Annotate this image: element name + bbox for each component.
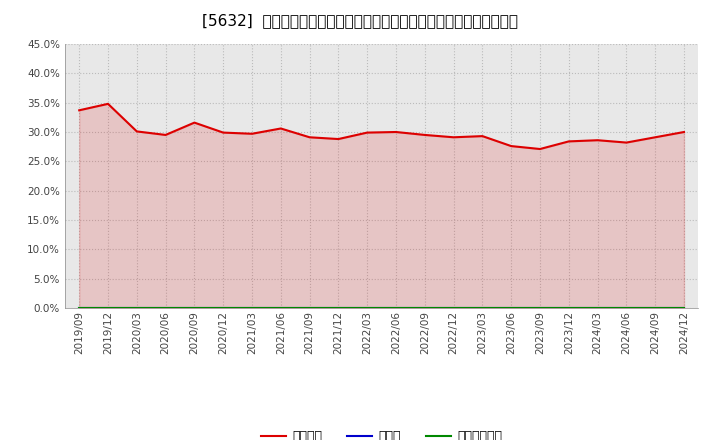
- のれん: [161, 305, 170, 311]
- のれん: [132, 305, 141, 311]
- 繰延税金資産: [536, 305, 544, 311]
- 自己資本: [276, 126, 285, 131]
- 繰延税金資産: [680, 305, 688, 311]
- のれん: [305, 305, 314, 311]
- 自己資本: [334, 136, 343, 142]
- 繰延税金資産: [363, 305, 372, 311]
- 自己資本: [363, 130, 372, 135]
- 自己資本: [219, 130, 228, 135]
- のれん: [593, 305, 602, 311]
- のれん: [536, 305, 544, 311]
- 自己資本: [190, 120, 199, 125]
- 自己資本: [680, 129, 688, 135]
- 繰延税金資産: [651, 305, 660, 311]
- のれん: [680, 305, 688, 311]
- 繰延税金資産: [190, 305, 199, 311]
- のれん: [651, 305, 660, 311]
- のれん: [190, 305, 199, 311]
- 自己資本: [651, 135, 660, 140]
- のれん: [363, 305, 372, 311]
- 自己資本: [248, 131, 256, 136]
- のれん: [219, 305, 228, 311]
- のれん: [564, 305, 573, 311]
- 自己資本: [564, 139, 573, 144]
- のれん: [622, 305, 631, 311]
- のれん: [248, 305, 256, 311]
- 繰延税金資産: [248, 305, 256, 311]
- 自己資本: [132, 129, 141, 134]
- 自己資本: [161, 132, 170, 138]
- 自己資本: [478, 133, 487, 139]
- 繰延税金資産: [305, 305, 314, 311]
- 繰延税金資産: [219, 305, 228, 311]
- 繰延税金資産: [132, 305, 141, 311]
- 自己資本: [593, 138, 602, 143]
- 繰延税金資産: [449, 305, 458, 311]
- のれん: [104, 305, 112, 311]
- 自己資本: [75, 108, 84, 113]
- のれん: [420, 305, 429, 311]
- のれん: [478, 305, 487, 311]
- 繰延税金資産: [276, 305, 285, 311]
- Line: 自己資本: 自己資本: [79, 104, 684, 149]
- のれん: [276, 305, 285, 311]
- 自己資本: [449, 135, 458, 140]
- 繰延税金資産: [478, 305, 487, 311]
- 自己資本: [104, 101, 112, 106]
- 繰延税金資産: [161, 305, 170, 311]
- 繰延税金資産: [104, 305, 112, 311]
- 繰延税金資産: [622, 305, 631, 311]
- 繰延税金資産: [334, 305, 343, 311]
- のれん: [392, 305, 400, 311]
- 自己資本: [507, 143, 516, 149]
- 繰延税金資産: [420, 305, 429, 311]
- 自己資本: [305, 135, 314, 140]
- のれん: [75, 305, 84, 311]
- 自己資本: [392, 129, 400, 135]
- 自己資本: [536, 147, 544, 152]
- Legend: 自己資本, のれん, 繰延税金資産: 自己資本, のれん, 繰延税金資産: [256, 425, 507, 440]
- 繰延税金資産: [75, 305, 84, 311]
- 自己資本: [420, 132, 429, 138]
- 繰延税金資産: [593, 305, 602, 311]
- 繰延税金資産: [507, 305, 516, 311]
- のれん: [334, 305, 343, 311]
- 繰延税金資産: [392, 305, 400, 311]
- のれん: [449, 305, 458, 311]
- 繰延税金資産: [564, 305, 573, 311]
- Text: [5632]  自己資本、のれん、繰延税金資産の総資産に対する比率の推移: [5632] 自己資本、のれん、繰延税金資産の総資産に対する比率の推移: [202, 13, 518, 28]
- のれん: [507, 305, 516, 311]
- 自己資本: [622, 140, 631, 145]
